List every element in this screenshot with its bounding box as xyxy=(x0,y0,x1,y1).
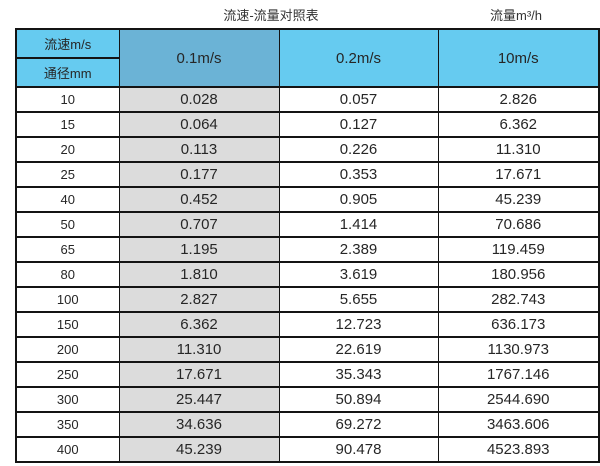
header-row-bottom: 通径mm xyxy=(15,57,599,88)
diameter-cell: 25 xyxy=(15,161,120,188)
diameter-cell: 100 xyxy=(15,286,120,313)
value-cell: 69.272 xyxy=(278,411,439,438)
diameter-cell: 300 xyxy=(15,386,120,413)
value-cell: 2.826 xyxy=(437,86,600,113)
value-cell: 282.743 xyxy=(437,286,600,313)
value-cell: 0.057 xyxy=(278,86,439,113)
value-cell: 0.064 xyxy=(118,111,280,138)
corner-velocity-label: 流速m/s xyxy=(15,28,120,59)
table-row: 400 45.239 90.478 4523.893 xyxy=(15,436,600,463)
table-row: 15 0.064 0.127 6.362 xyxy=(15,111,600,138)
diameter-cell: 80 xyxy=(15,261,120,288)
table-body: 10 0.028 0.057 2.826 15 0.064 0.127 6.362 20 0.11… xyxy=(15,86,600,463)
diameter-cell: 400 xyxy=(15,436,120,463)
diameter-cell: 15 xyxy=(15,111,120,138)
value-cell: 70.686 xyxy=(437,211,600,238)
diameter-cell: 200 xyxy=(15,336,120,363)
table-row: 80 1.810 3.619 180.956 xyxy=(15,261,600,288)
value-cell: 1.810 xyxy=(118,261,280,288)
value-cell: 12.723 xyxy=(278,311,439,338)
value-cell: 0.226 xyxy=(278,136,439,163)
value-cell: 6.362 xyxy=(118,311,280,338)
value-cell: 50.894 xyxy=(278,386,439,413)
value-cell: 1.414 xyxy=(278,211,439,238)
value-cell: 22.619 xyxy=(278,336,439,363)
value-cell: 17.671 xyxy=(118,361,280,388)
value-cell: 0.905 xyxy=(278,186,439,213)
diameter-cell: 50 xyxy=(15,211,120,238)
table-row: 40 0.452 0.905 45.239 xyxy=(15,186,600,213)
table-row: 200 11.310 22.619 1130.973 xyxy=(15,336,600,363)
table-row: 350 34.636 69.272 3463.606 xyxy=(15,411,600,438)
table-row: 250 17.671 35.343 1767.146 xyxy=(15,361,600,388)
value-cell: 45.239 xyxy=(437,186,600,213)
table-row: 20 0.113 0.226 11.310 xyxy=(15,136,600,163)
table-row: 25 0.177 0.353 17.671 xyxy=(15,161,600,188)
value-cell: 1130.973 xyxy=(437,336,600,363)
header-row-top: 流速m/s 0.1m/s 0.2m/s 10m/s xyxy=(15,28,600,88)
value-cell: 35.343 xyxy=(278,361,439,388)
value-cell: 0.452 xyxy=(118,186,280,213)
value-cell: 0.113 xyxy=(118,136,280,163)
table-row: 300 25.447 50.894 2544.690 xyxy=(15,386,600,413)
table-row: 100 2.827 5.655 282.743 xyxy=(15,286,600,313)
column-header-10ms: 10m/s xyxy=(437,28,600,88)
column-header-0-2ms: 0.2m/s xyxy=(278,28,439,88)
value-cell: 11.310 xyxy=(437,136,600,163)
value-cell: 180.956 xyxy=(437,261,600,288)
value-cell: 2544.690 xyxy=(437,386,600,413)
value-cell: 11.310 xyxy=(118,336,280,363)
column-header-0-1ms: 0.1m/s xyxy=(118,28,280,88)
titlebar: 流速-流量对照表 流量m³/h xyxy=(0,0,600,28)
table-row: 50 0.707 1.414 70.686 xyxy=(15,211,600,238)
value-cell: 45.239 xyxy=(118,436,280,463)
value-cell: 0.127 xyxy=(278,111,439,138)
diameter-cell: 40 xyxy=(15,186,120,213)
value-cell: 0.028 xyxy=(118,86,280,113)
value-cell: 6.362 xyxy=(437,111,600,138)
value-cell: 1767.146 xyxy=(437,361,600,388)
value-cell: 3463.606 xyxy=(437,411,600,438)
diameter-cell: 20 xyxy=(15,136,120,163)
value-cell: 90.478 xyxy=(278,436,439,463)
value-cell: 25.447 xyxy=(118,386,280,413)
value-cell: 3.619 xyxy=(278,261,439,288)
value-cell: 17.671 xyxy=(437,161,600,188)
value-cell: 0.707 xyxy=(118,211,280,238)
diameter-cell: 350 xyxy=(15,411,120,438)
value-cell: 0.177 xyxy=(118,161,280,188)
value-cell: 4523.893 xyxy=(437,436,600,463)
flow-conversion-table: 流速m/s 0.1m/s 0.2m/s 10m/s 通径mm 10 0.028 0.… xyxy=(15,28,600,463)
value-cell: 1.195 xyxy=(118,236,280,263)
diameter-cell: 250 xyxy=(15,361,120,388)
value-cell: 2.827 xyxy=(118,286,280,313)
value-cell: 119.459 xyxy=(437,236,600,263)
flow-rate-unit-label: 流量m³/h xyxy=(489,8,543,23)
value-cell: 5.655 xyxy=(278,286,439,313)
diameter-cell: 10 xyxy=(15,86,120,113)
diameter-cell: 65 xyxy=(15,236,120,263)
table-row: 65 1.195 2.389 119.459 xyxy=(15,236,600,263)
page-title: 流速-流量对照表 xyxy=(223,8,319,23)
diameter-cell: 150 xyxy=(15,311,120,338)
table-row: 150 6.362 12.723 636.173 xyxy=(15,311,600,338)
value-cell: 0.353 xyxy=(278,161,439,188)
table-row: 10 0.028 0.057 2.826 xyxy=(15,86,600,113)
corner-diameter-label: 通径mm xyxy=(15,57,120,88)
value-cell: 2.389 xyxy=(278,236,439,263)
value-cell: 636.173 xyxy=(437,311,600,338)
table-header: 流速m/s 0.1m/s 0.2m/s 10m/s 通径mm xyxy=(15,28,600,88)
value-cell: 34.636 xyxy=(118,411,280,438)
